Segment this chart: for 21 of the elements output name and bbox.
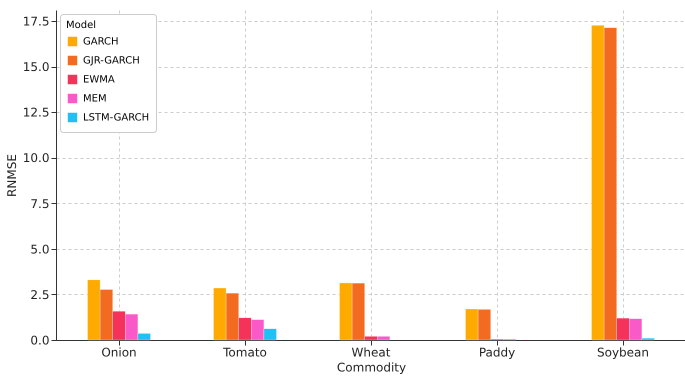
x-tick-label: Soybean <box>596 346 650 360</box>
x-tick-label: Paddy <box>478 346 516 360</box>
y-axis-title: RNMSE <box>4 154 19 197</box>
y-tick-label: 5.0 <box>30 242 50 256</box>
y-tick-label: 2.5 <box>30 288 50 302</box>
legend-label: GARCH <box>83 36 119 48</box>
x-axis-title: Commodity <box>336 360 406 374</box>
x-tick-label: Tomato <box>222 346 267 360</box>
legend-label: GJR-GARCH <box>83 56 140 66</box>
y-tick-label: 7.5 <box>30 196 50 211</box>
y-tick-label: 17.5 <box>22 14 50 28</box>
y-tick-label: 12.5 <box>22 106 50 120</box>
legend-label: LSTM-GARCH <box>83 112 150 124</box>
legend-title: Model <box>66 20 96 31</box>
y-tick-label: 15.0 <box>22 60 50 74</box>
x-tick-label: Wheat <box>352 346 391 360</box>
y-tick-label: 0.0 <box>30 334 50 348</box>
y-tick-label: 10.0 <box>22 151 50 166</box>
x-tick-label: Onion <box>101 346 137 360</box>
legend-label: MEM <box>83 94 107 104</box>
legend-label: EWMA <box>83 74 115 86</box>
